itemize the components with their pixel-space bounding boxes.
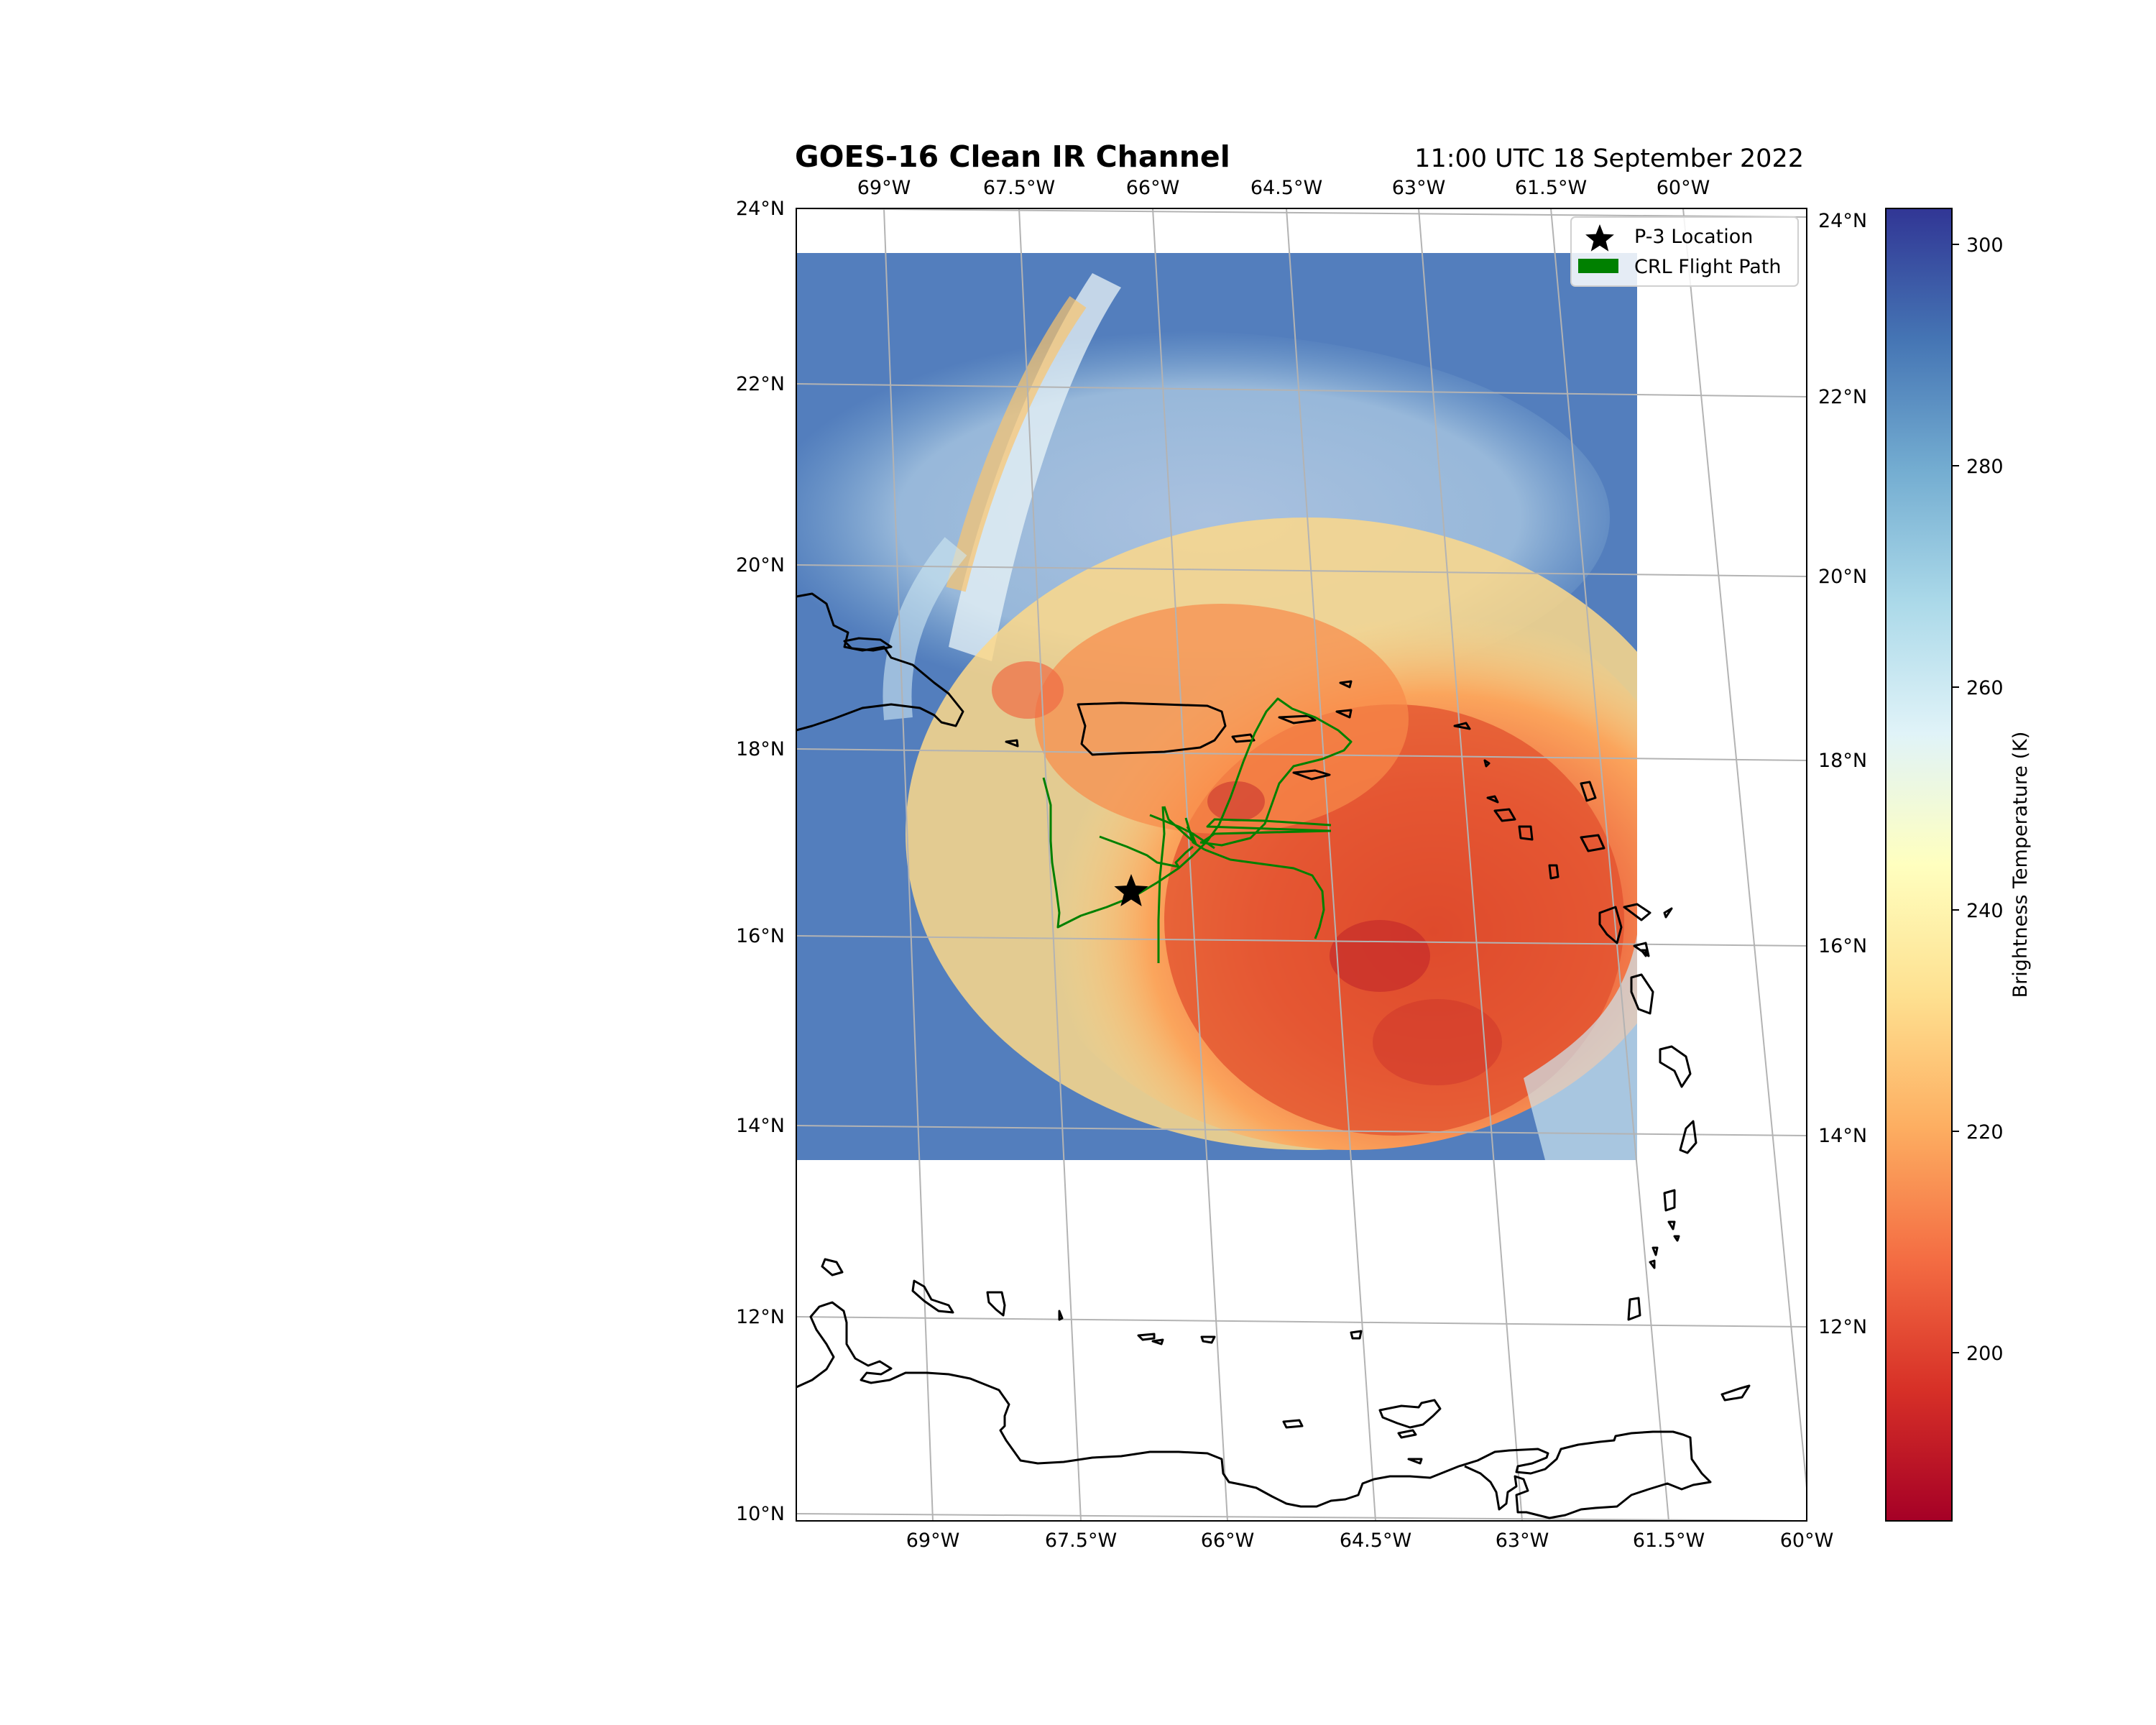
lat-label: 12°N [1818,1316,1867,1338]
colorbar-tick: 240 [1966,900,2004,922]
p3-location-marker [1114,874,1148,906]
lat-label: 20°N [1818,566,1867,588]
colorbar-tick: 200 [1966,1343,2004,1365]
lon-label: 61.5°W [1633,1530,1705,1552]
lon-label: 60°W [1657,177,1710,199]
graticule [796,208,1807,1521]
lon-label: 64.5°W [1340,1530,1411,1552]
colorbar: 300 280 260 240 220 200 Brightness Tempe… [1885,208,2032,1522]
right-lat-labels: 24°N 22°N 20°N 18°N 16°N 14°N 12°N [1818,210,1867,1338]
lat-label: 12°N [736,1306,785,1328]
map-title: GOES-16 Clean IR Channel [795,139,1230,174]
colorbar-label: Brightness Temperature (K) [2009,732,2032,998]
legend: P-3 Location CRL Flight Path [1570,216,1799,287]
lat-label: 18°N [1818,750,1867,772]
lat-label: 10°N [736,1503,785,1525]
crl-flight-path [1042,697,1353,963]
lon-label: 67.5°W [983,177,1055,199]
lon-label: 69°W [906,1530,960,1552]
bottom-lon-labels: 69°W 67.5°W 66°W 64.5°W 63°W 61.5°W 60°W [906,1530,1834,1552]
lon-label: 66°W [1126,177,1180,199]
lat-label: 22°N [1818,386,1867,408]
lat-label: 20°N [736,554,785,576]
lat-label: 16°N [736,925,785,947]
legend-star-icon [1585,224,1614,252]
lon-label: 66°W [1201,1530,1255,1552]
coastlines [796,592,1751,1519]
lat-label: 24°N [1818,210,1867,232]
timestamp: 11:00 UTC 18 September 2022 [1414,144,1804,173]
lat-label: 18°N [736,738,785,760]
legend-flight-label: CRL Flight Path [1634,256,1782,278]
ir-imagery [796,253,1637,1160]
legend-p3-label: P-3 Location [1634,226,1753,248]
lon-label: 67.5°W [1045,1530,1117,1552]
lon-label: 64.5°W [1250,177,1322,199]
lon-label: 61.5°W [1515,177,1587,199]
colorbar-tick: 300 [1966,234,2004,257]
lon-label: 63°W [1496,1530,1549,1552]
lat-label: 24°N [736,198,785,220]
colorbar-tick: 280 [1966,456,2004,478]
lon-label: 69°W [857,177,911,199]
lat-label: 16°N [1818,935,1867,957]
lon-label: 60°W [1780,1530,1834,1552]
map-frame [796,208,1807,1522]
top-lon-labels: 69°W 67.5°W 66°W 64.5°W 63°W 61.5°W 60°W [857,177,1710,199]
legend-flight-swatch [1578,259,1618,273]
lat-label: 22°N [736,373,785,395]
colorbar-gradient [1885,208,1953,1522]
colorbar-tick: 260 [1966,677,2004,699]
lat-label: 14°N [736,1115,785,1137]
lon-label: 63°W [1392,177,1446,199]
lat-label: 14°N [1818,1125,1867,1147]
colorbar-tick: 220 [1966,1121,2004,1144]
left-lat-labels: 24°N 22°N 20°N 18°N 16°N 14°N 12°N 10°N [736,198,785,1525]
